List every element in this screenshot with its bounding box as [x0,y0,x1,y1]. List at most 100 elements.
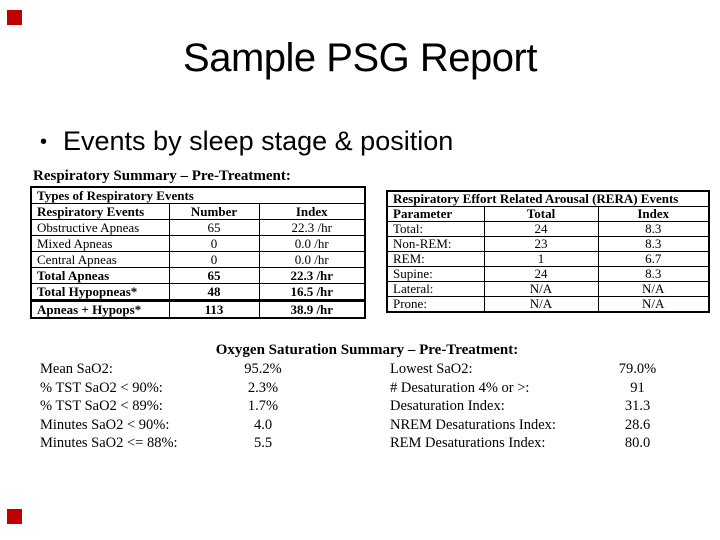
oxygen-stat-row: Desaturation Index: 31.3 [390,398,710,417]
table-cell: 0.0 /hr [258,251,366,268]
column-header-cell: Parameter [386,206,485,222]
table-cell: 0 [168,251,260,268]
column-header-row: Parameter Total Index [386,206,710,222]
oxygen-summary-right-column: Lowest SaO2: 79.0% # Desaturation 4% or >:… [390,361,710,454]
table-row: Mixed Apneas 0 0.0 /hr [30,235,366,252]
table-row: Total Apneas 65 22.3 /hr [30,267,366,284]
table-cell: 8.3 [597,236,710,252]
table-cell: 22.3 /hr [258,267,366,284]
bullet-item: • Events by sleep stage & position [40,126,680,157]
table-cell: 65 [168,267,260,284]
oxygen-stat-row: REM Desaturations Index: 80.0 [390,435,710,454]
table-cell: Obstructive Apneas [30,219,170,236]
column-header-cell: Total [483,206,599,222]
table-cell: 23 [483,236,599,252]
table-cell: N/A [597,296,710,313]
table-cell: Mixed Apneas [30,235,170,252]
oxygen-stat-value: 28.6 [624,416,651,433]
table-cell: Apneas + Hypops* [30,299,170,319]
table-cell: 0 [168,235,260,252]
oxygen-stat-label: REM Desaturations Index: [390,435,546,452]
oxygen-stat-label: Mean SaO2: [40,361,113,377]
table-cell: 65 [168,219,260,236]
oxygen-stat-value: 80.0 [624,435,651,452]
oxygen-stat-row: # Desaturation 4% or >: 91 [390,380,710,399]
oxygen-stat-label: # Desaturation 4% or >: [390,379,530,396]
oxygen-stat-label: Minutes SaO2 <= 88%: [40,435,178,452]
table-cell: 1 [483,251,599,267]
oxygen-stat-label: NREM Desaturations Index: [390,416,556,433]
oxygen-stat-row: Mean SaO2: 95.2% [40,361,350,380]
rera-events-table: Respiratory Effort Related Arousal (RERA… [386,190,710,313]
oxygen-stat-row: Minutes SaO2 < 90%: 4.0 [40,417,350,436]
table-row: Total Hypopneas* 48 16.5 /hr [30,283,366,301]
table-cell: 8.3 [597,221,710,237]
table-row: Total: 24 8.3 [386,221,710,237]
column-header-row: Respiratory Events Number Index [30,203,366,220]
table-cell: N/A [483,281,599,297]
table-cell: 48 [168,283,260,301]
column-header-cell: Index [258,203,366,220]
oxygen-summary-title: Oxygen Saturation Summary – Pre-Treatmen… [215,342,519,358]
table-cell: 6.7 [597,251,710,267]
table-cell: 38.9 /hr [258,299,366,319]
table-cell: Non-REM: [386,236,485,252]
table-cell: 24 [483,266,599,282]
table-cell: Total: [386,221,485,237]
slide-title: Sample PSG Report [183,36,537,80]
oxygen-summary-left-column: Mean SaO2: 95.2%% TST SaO2 < 90%: 2.3%% TS… [40,361,350,454]
oxygen-stat-label: Lowest SaO2: [390,361,473,377]
table-title-cell: Respiratory Effort Related Arousal (RERA… [386,190,710,207]
oxygen-stat-row: NREM Desaturations Index: 28.6 [390,417,710,436]
table-row: Obstructive Apneas 65 22.3 /hr [30,219,366,236]
table-cell: N/A [483,296,599,313]
bullet-icon: • [40,131,48,153]
table-title-row: Respiratory Effort Related Arousal (RERA… [386,190,710,207]
table-row: Supine: 24 8.3 [386,266,710,282]
oxygen-stat-value: 31.3 [624,398,651,415]
oxygen-stat-value: 95.2% [244,361,282,377]
oxygen-stat-row: Minutes SaO2 <= 88%: 5.5 [40,435,350,454]
oxygen-stat-row: % TST SaO2 < 90%: 2.3% [40,380,350,399]
table-row: Apneas + Hypops* 113 38.9 /hr [30,299,366,319]
table-cell: Total Hypopneas* [30,283,170,301]
table-title-row: Types of Respiratory Events [30,186,366,204]
bullet-text: Events by sleep stage & position [63,126,454,156]
table-row: Prone: N/A N/A [386,296,710,313]
table-row: Non-REM: 23 8.3 [386,236,710,252]
oxygen-stat-label: Desaturation Index: [390,398,505,415]
table-title-cell: Types of Respiratory Events [30,186,366,204]
oxygen-stat-value: 2.3% [247,379,279,396]
column-header-cell: Number [168,203,260,220]
red-square-decoration-top [7,10,22,25]
oxygen-stat-label: % TST SaO2 < 90%: [40,379,163,396]
respiratory-events-table: Types of Respiratory Events Respiratory E… [30,186,366,319]
table-cell: Lateral: [386,281,485,297]
table-cell: 113 [168,299,260,319]
oxygen-stat-value: 1.7% [247,398,279,415]
table-row: Central Apneas 0 0.0 /hr [30,251,366,268]
table-cell: Supine: [386,266,485,282]
table-cell: 22.3 /hr [258,219,366,236]
table-cell: 16.5 /hr [258,283,366,301]
oxygen-stat-value: 4.0 [253,416,273,433]
table-cell: 8.3 [597,266,710,282]
oxygen-stat-value: 5.5 [253,435,273,452]
oxygen-stat-value: 79.0% [618,361,657,377]
table-row: REM: 1 6.7 [386,251,710,267]
table-cell: 24 [483,221,599,237]
respiratory-summary-title: Respiratory Summary – Pre-Treatment: [33,168,291,184]
red-square-decoration-bottom [7,509,22,524]
table-row: Lateral: N/A N/A [386,281,710,297]
column-header-cell: Index [597,206,710,222]
column-header-cell: Respiratory Events [30,203,170,220]
table-cell: Prone: [386,296,485,313]
table-cell: 0.0 /hr [258,235,366,252]
oxygen-stat-label: Minutes SaO2 < 90%: [40,416,170,433]
oxygen-stat-row: Lowest SaO2: 79.0% [390,361,710,380]
oxygen-stat-label: % TST SaO2 < 89%: [40,398,163,415]
oxygen-stat-value: 91 [630,379,645,396]
table-cell: Central Apneas [30,251,170,268]
table-cell: REM: [386,251,485,267]
